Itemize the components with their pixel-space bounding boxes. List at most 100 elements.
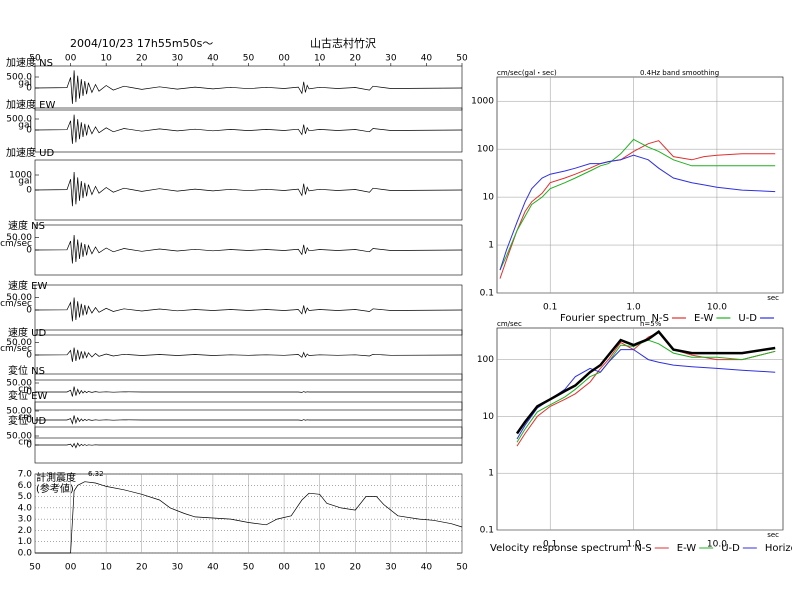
trace-line: [35, 415, 462, 425]
panel-label: 速度 UD: [8, 326, 46, 339]
x-tick-label: 1.0: [626, 540, 641, 550]
y-tick-label: 500.0: [6, 73, 32, 83]
trace-line: [34, 234, 463, 264]
legend-title: Velocity response spectrum: [490, 543, 628, 554]
y-tick-label: 0: [26, 246, 32, 256]
y-tick-label: 2.0: [18, 526, 33, 536]
x-axis-label: sec: [767, 531, 779, 539]
unit-label: cm: [18, 385, 32, 395]
x-tick-label: 40: [207, 54, 219, 64]
annotation: h=5%: [640, 320, 662, 328]
trace-line: [34, 70, 463, 104]
legend-label: Horizon: [765, 543, 792, 554]
x-tick-label: 10: [100, 54, 112, 64]
x-tick-label: 50: [456, 563, 468, 573]
panel-label: 加速度 UD: [6, 146, 54, 159]
x-tick-label: 30: [385, 563, 397, 573]
panel-label: 計測震度: [36, 471, 76, 484]
y-tick-label: 10: [483, 412, 495, 422]
spectrum-line: [516, 339, 776, 443]
trace-line: [34, 347, 463, 362]
y-tick-label: 50.00: [6, 432, 32, 442]
trace-line: [34, 114, 463, 144]
legend-label: N-S: [652, 313, 669, 324]
legend-label: U-D: [738, 313, 757, 324]
unit-label: cm: [18, 438, 32, 448]
panel-label: 速度 NS: [8, 219, 45, 232]
y-tick-label: 3.0: [18, 515, 33, 525]
panel-label: 加速度 EW: [6, 98, 55, 111]
panel-label: 加速度 NS: [6, 56, 53, 69]
y-tick-label: 0.1: [480, 526, 494, 536]
x-tick-label: 10: [314, 563, 326, 573]
y-tick-label: 0: [26, 416, 32, 426]
trace-line: [34, 297, 463, 322]
y-tick-label: 0: [26, 388, 32, 398]
y-tick-label: 0: [26, 441, 32, 451]
y-tick-label: 50.00: [6, 233, 32, 243]
y-axis-label: cm/sec(gal・sec): [497, 69, 557, 77]
trace-line: [35, 481, 463, 554]
x-tick-label: 10: [100, 563, 112, 573]
legend-label: E-W: [694, 313, 714, 324]
x-tick-label: 1.0: [626, 303, 641, 313]
spectrum-line: [499, 138, 776, 271]
annotation: 0.4Hz band smoothing: [640, 69, 719, 77]
unit-label: gal: [18, 121, 32, 131]
station-name: 山古志村竹沢: [310, 36, 376, 50]
y-tick-label: 6.0: [18, 481, 33, 491]
annotation: 6.32: [88, 470, 104, 478]
y-tick-label: 10: [483, 193, 495, 203]
y-tick-label: 5.0: [18, 492, 33, 502]
panel-label: 変位 NS: [8, 364, 45, 377]
y-tick-label: 0.0: [18, 549, 33, 559]
x-tick-label: 30: [385, 54, 397, 64]
x-tick-label: 50: [29, 54, 41, 64]
legend-title: Fourier spectrum: [560, 313, 646, 324]
unit-label: cm: [18, 413, 32, 423]
x-tick-label: 0.1: [543, 303, 557, 313]
y-tick-label: 500.0: [6, 115, 32, 125]
x-tick-label: 50: [456, 54, 468, 64]
y-tick-label: 0: [26, 126, 32, 136]
y-tick-label: 1000: [471, 97, 494, 107]
x-tick-label: 40: [421, 54, 433, 64]
y-tick-label: 0: [26, 84, 32, 94]
panel-label: 変位 EW: [8, 389, 47, 402]
x-tick-label: 50: [243, 54, 255, 64]
y-tick-label: 1: [488, 469, 494, 479]
trace-line: [34, 171, 463, 207]
record-date: 2004/10/23 17h55m50s～: [70, 37, 213, 50]
unit-label: cm/sec: [0, 299, 32, 309]
x-tick-label: 10.0: [707, 303, 727, 313]
y-axis-label: cm/sec: [497, 320, 522, 328]
x-tick-label: 00: [278, 563, 290, 573]
unit-label: cm/sec: [0, 239, 32, 249]
y-tick-label: 1: [488, 241, 494, 251]
panel-label: (参考値): [36, 482, 74, 495]
x-tick-label: 40: [207, 563, 219, 573]
trace-line: [35, 386, 462, 397]
unit-label: gal: [18, 79, 32, 89]
x-tick-label: 20: [350, 54, 362, 64]
x-tick-label: 10.0: [707, 540, 727, 550]
y-tick-label: 100: [477, 355, 494, 365]
x-tick-label: 50: [243, 563, 255, 573]
x-axis-label: sec: [767, 294, 779, 302]
y-tick-label: 50.00: [6, 379, 32, 389]
legend-label: E-W: [677, 543, 697, 554]
x-tick-label: 00: [65, 563, 77, 573]
panel-label: 変位 UD: [8, 414, 46, 427]
unit-label: gal: [18, 177, 32, 187]
y-tick-label: 50.00: [6, 407, 32, 417]
y-tick-label: 0: [26, 351, 32, 361]
y-tick-label: 0: [26, 186, 32, 196]
y-tick-label: 0: [26, 306, 32, 316]
spectrum-line: [499, 154, 776, 271]
x-tick-label: 30: [172, 54, 184, 64]
legend-label: N-S: [634, 543, 651, 554]
y-tick-label: 1000: [9, 171, 32, 181]
y-tick-label: 0.1: [480, 289, 494, 299]
x-tick-label: 40: [421, 563, 433, 573]
